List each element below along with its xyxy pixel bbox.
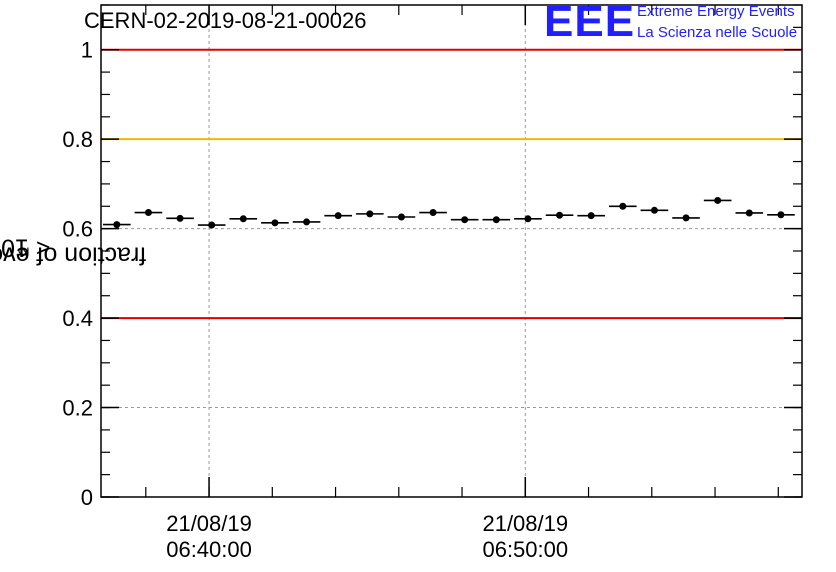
chart-title: CERN-02-2019-08-21-00026 (84, 8, 367, 33)
data-point (271, 219, 279, 227)
data-point (113, 221, 121, 229)
x-tick-label-date: 21/08/19 (166, 511, 252, 536)
tick-labels: 00.20.40.60.8121/08/1906:40:0021/08/1906… (62, 38, 568, 562)
data-point (714, 196, 722, 204)
data-point (745, 209, 753, 217)
data-point (144, 209, 152, 217)
data-point (397, 213, 405, 221)
data-point (334, 212, 342, 220)
data-point (524, 215, 532, 223)
data-point (429, 209, 437, 217)
plot-frame (100, 4, 803, 498)
data-point (461, 216, 469, 224)
data-point (176, 214, 184, 222)
x-tick-label-date: 21/08/19 (482, 511, 568, 536)
y-tick-label: 0.8 (62, 127, 93, 152)
reference-lines (101, 48, 802, 320)
eee-logo: EEE (544, 0, 636, 46)
y-tick-label: 0.6 (62, 217, 93, 242)
data-point (239, 215, 247, 223)
y-axis-label-suffix: < 10.0 (0, 233, 51, 262)
data-point (650, 206, 658, 214)
y-tick-label: 0.2 (62, 396, 93, 421)
data-point (208, 221, 216, 229)
data-point (777, 211, 785, 219)
data-point (303, 218, 311, 226)
x-tick-label-time: 06:40:00 (166, 537, 252, 562)
x-tick-label-time: 06:50:00 (482, 537, 568, 562)
y-tick-label: 0 (81, 485, 93, 510)
logo-line-1: Extreme Energy Events (637, 3, 795, 20)
data-point (587, 212, 595, 220)
y-tick-label: 0.4 (62, 306, 93, 331)
y-tick-label: 1 (81, 38, 93, 63)
data-points (103, 196, 795, 229)
logo-line-2: La Scienza nelle Scuole (637, 24, 798, 41)
axis-ticks (101, 4, 802, 498)
data-point (366, 210, 374, 218)
data-point (492, 216, 500, 224)
data-point (556, 211, 564, 219)
data-point (619, 202, 627, 210)
data-point (682, 214, 690, 222)
grid-lines (101, 5, 802, 498)
